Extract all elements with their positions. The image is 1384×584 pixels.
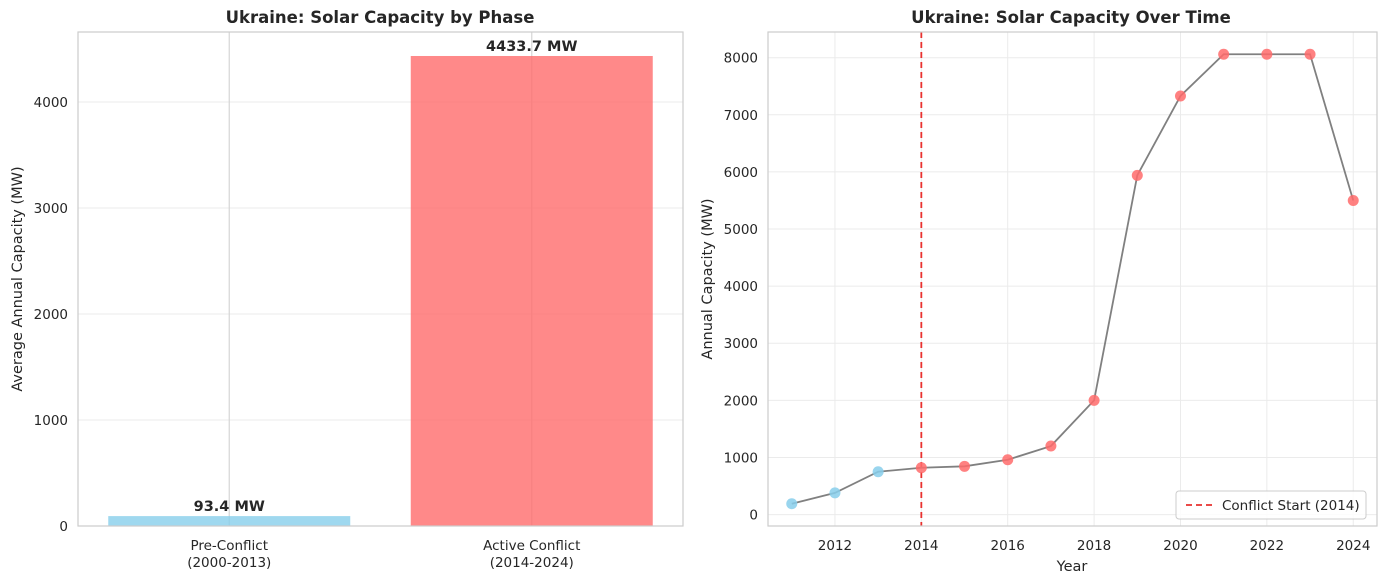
line-chart-title: Ukraine: Solar Capacity Over Time [911, 8, 1231, 27]
data-point-2018 [1088, 394, 1100, 406]
line-chart-x-tick-label: 2014 [904, 538, 938, 554]
line-chart-y-tick-label: 3000 [724, 336, 758, 352]
line-chart-x-tick-label: 2016 [991, 538, 1025, 554]
line-chart-y-tick-label: 2000 [724, 393, 758, 409]
line-chart-legend: Conflict Start (2014) [1175, 490, 1367, 520]
data-point-2019 [1131, 169, 1143, 181]
phase-bar-chart: Ukraine: Solar Capacity by Phase 93.4 MW… [10, 8, 684, 571]
bar-value-label: 4433.7 MW [486, 39, 577, 55]
bar-chart-y-tick-label: 0 [59, 519, 68, 535]
line-chart-x-tick-label: 2020 [1163, 538, 1197, 554]
data-point-2024 [1347, 194, 1359, 206]
line-chart-x-tick-label: 2022 [1250, 538, 1284, 554]
bar-chart-y-tick-label: 4000 [34, 95, 68, 111]
line-chart-frame [767, 31, 1378, 527]
bar-1 [410, 55, 653, 526]
line-chart-x-ticks: 2012 2014 2016 2018 2020 2022 2024 [818, 538, 1371, 554]
bar-category-label-line2: (2000-2013) [187, 555, 271, 571]
bar-chart-y-ticks: 0 1000 2000 3000 4000 [34, 95, 68, 535]
bar-chart-x-ticks: Pre-Conflict(2000-2013) Active Conflict(2… [187, 538, 580, 571]
data-point-2012 [829, 487, 841, 499]
line-chart-x-tick-label: 2012 [818, 538, 852, 554]
bar-value-label: 93.4 MW [194, 499, 265, 515]
line-chart-y-tick-label: 8000 [724, 51, 758, 67]
line-chart-y-ticks: 0 1000 2000 3000 4000 5000 6000 7000 8000 [724, 51, 758, 524]
bar-category-label-line1: Active Conflict [483, 538, 580, 554]
data-point-2021 [1218, 48, 1230, 60]
bar-chart-frame [77, 31, 684, 527]
bar-chart-y-tick-label: 2000 [34, 307, 68, 323]
line-chart-y-tick-label: 6000 [724, 165, 758, 181]
data-point-2023 [1304, 48, 1316, 60]
line-chart-x-tick-label: 2024 [1336, 538, 1370, 554]
data-point-2016 [1002, 454, 1014, 466]
data-point-2011 [786, 498, 798, 510]
bar-chart-y-tick-label: 3000 [34, 201, 68, 217]
legend-box [1175, 490, 1367, 520]
bar-category-label-line1: Pre-Conflict [190, 538, 268, 554]
data-point-2022 [1261, 48, 1273, 60]
line-chart-y-tick-label: 0 [749, 508, 758, 524]
data-point-2013 [872, 466, 884, 478]
bar-chart-bars [108, 55, 653, 526]
data-point-2020 [1174, 90, 1186, 102]
line-chart-grid [768, 32, 1377, 526]
line-chart-x-tick-label: 2018 [1077, 538, 1111, 554]
line-chart-y-label: Annual Capacity (MW) [700, 198, 716, 359]
capacity-series-points [786, 48, 1359, 510]
bar-chart-value-labels: 93.4 MW 4433.7 MW [194, 39, 578, 515]
data-point-2017 [1045, 440, 1057, 452]
data-point-2015 [959, 460, 971, 472]
bar-0 [108, 516, 351, 526]
bar-chart-y-label: Average Annual Capacity (MW) [10, 166, 26, 391]
bar-chart-y-tick-label: 1000 [34, 413, 68, 429]
line-chart-y-tick-label: 7000 [724, 108, 758, 124]
line-chart-y-tick-label: 5000 [724, 222, 758, 238]
bar-chart-title: Ukraine: Solar Capacity by Phase [226, 8, 535, 27]
capacity-series-line [791, 53, 1355, 505]
line-chart-x-label: Year [1056, 559, 1088, 575]
bar-category-label-line2: (2014-2024) [490, 555, 574, 571]
line-chart-y-tick-label: 1000 [724, 450, 758, 466]
line-chart-y-tick-label: 4000 [724, 279, 758, 295]
legend-label: Conflict Start (2014) [1222, 498, 1360, 514]
time-line-chart: Ukraine: Solar Capacity Over Time 0 1000 2… [700, 8, 1378, 575]
data-point-2014 [915, 462, 927, 474]
